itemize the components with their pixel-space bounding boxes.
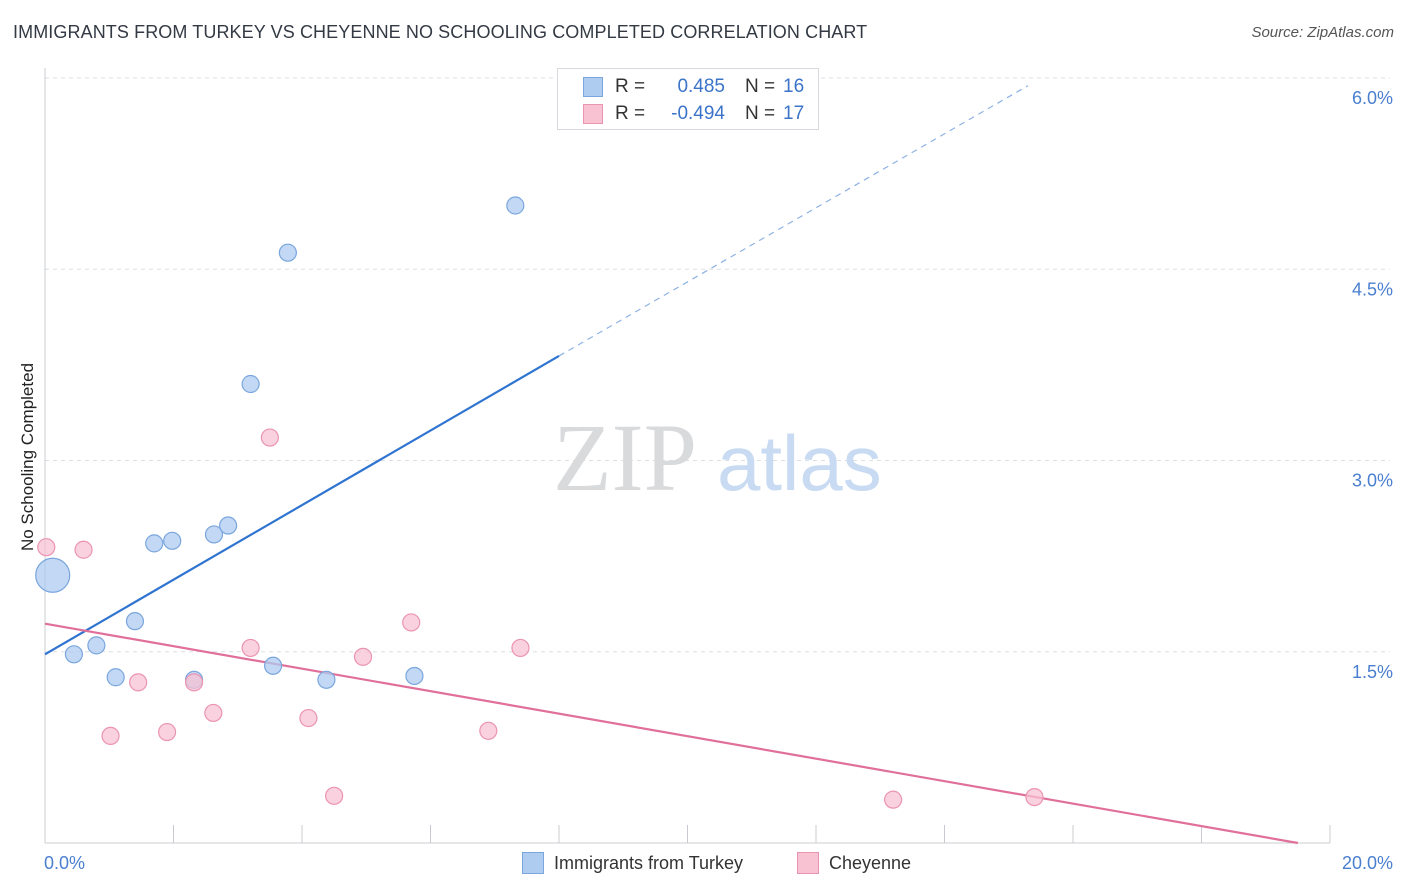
y-tick-label: 1.5%	[1352, 662, 1393, 682]
point-turkey	[506, 196, 525, 215]
point-turkey	[405, 666, 424, 686]
legend-r-value: -0.494	[671, 103, 725, 124]
trend-line-cheyenne	[44, 622, 1299, 845]
legend-n-label: N =	[745, 76, 776, 97]
bottom-legend-cheyenne: Cheyenne	[797, 852, 911, 874]
point-turkey	[106, 668, 125, 687]
point-turkey	[241, 374, 260, 394]
point-cheyenne	[883, 790, 903, 809]
bottom-legend-swatch-turkey	[522, 852, 544, 874]
point-cheyenne	[402, 613, 421, 632]
source-label: Source: ZipAtlas.com	[1251, 24, 1394, 41]
point-turkey	[317, 670, 336, 689]
watermark-zip: ZIP	[553, 404, 697, 511]
data-points	[35, 196, 1044, 809]
point-cheyenne	[1025, 787, 1044, 807]
point-turkey	[263, 656, 283, 675]
point-cheyenne	[299, 708, 318, 728]
legend-row-cheyenne: R = -0.494 N = 17	[583, 103, 804, 125]
bottom-legend-label-cheyenne: Cheyenne	[829, 852, 912, 873]
chart-title: IMMIGRANTS FROM TURKEY VS CHEYENNE NO SC…	[13, 22, 868, 42]
y-tick-label: 3.0%	[1352, 471, 1393, 491]
point-turkey	[219, 516, 238, 535]
watermark-atlas: atlas	[717, 419, 882, 507]
legend-swatch-cheyenne	[583, 104, 603, 124]
point-cheyenne	[325, 786, 344, 805]
point-cheyenne	[241, 638, 260, 658]
legend-n-value: 17	[783, 103, 805, 124]
point-turkey	[87, 636, 106, 655]
point-turkey	[163, 531, 182, 550]
legend-swatch-turkey	[583, 77, 603, 97]
point-turkey	[145, 534, 164, 553]
point-cheyenne	[101, 726, 120, 746]
bottom-legend-label-turkey: Immigrants from Turkey	[554, 852, 744, 873]
axes	[44, 68, 1331, 844]
trend-line-turkey-extension	[558, 85, 1029, 357]
point-cheyenne	[129, 673, 148, 692]
y-tick-label: 6.0%	[1352, 88, 1393, 108]
point-cheyenne	[37, 538, 56, 557]
x-tick-label: 0.0%	[44, 853, 85, 873]
tick-labels: 1.5% 3.0% 4.5% 6.0% 0.0% 20.0%	[44, 88, 1393, 873]
legend-r-label: R =	[615, 76, 646, 97]
trend-lines	[44, 85, 1299, 845]
point-turkey	[125, 612, 145, 631]
legend-n-label: N =	[745, 103, 776, 124]
trend-line-turkey	[44, 354, 560, 656]
point-cheyenne	[479, 721, 498, 740]
point-turkey	[278, 243, 297, 262]
point-turkey	[204, 525, 224, 544]
legend-row-turkey: R = 0.485 N = 16	[583, 76, 804, 98]
point-cheyenne	[184, 673, 204, 692]
point-cheyenne	[511, 638, 530, 658]
legend-n-value: 16	[783, 76, 805, 97]
point-cheyenne	[157, 722, 177, 742]
point-cheyenne	[353, 647, 373, 666]
point-cheyenne	[260, 428, 279, 447]
point-turkey	[64, 645, 84, 664]
point-turkey	[35, 557, 71, 593]
point-cheyenne	[204, 703, 223, 723]
watermark: ZIP atlas	[553, 404, 882, 511]
x-tick-label: 20.0%	[1342, 853, 1393, 873]
legend-r-label: R =	[615, 103, 646, 124]
bottom-legend-swatch-cheyenne	[797, 852, 819, 874]
legend-r-value: 0.485	[677, 76, 725, 97]
point-cheyenne	[74, 540, 93, 559]
grid-lines	[45, 77, 1390, 653]
y-tick-label: 4.5%	[1352, 279, 1393, 299]
correlation-legend: R = 0.485 N = 16 R = -0.494 N = 17	[557, 68, 819, 130]
bottom-legend-turkey: Immigrants from Turkey	[522, 852, 743, 874]
